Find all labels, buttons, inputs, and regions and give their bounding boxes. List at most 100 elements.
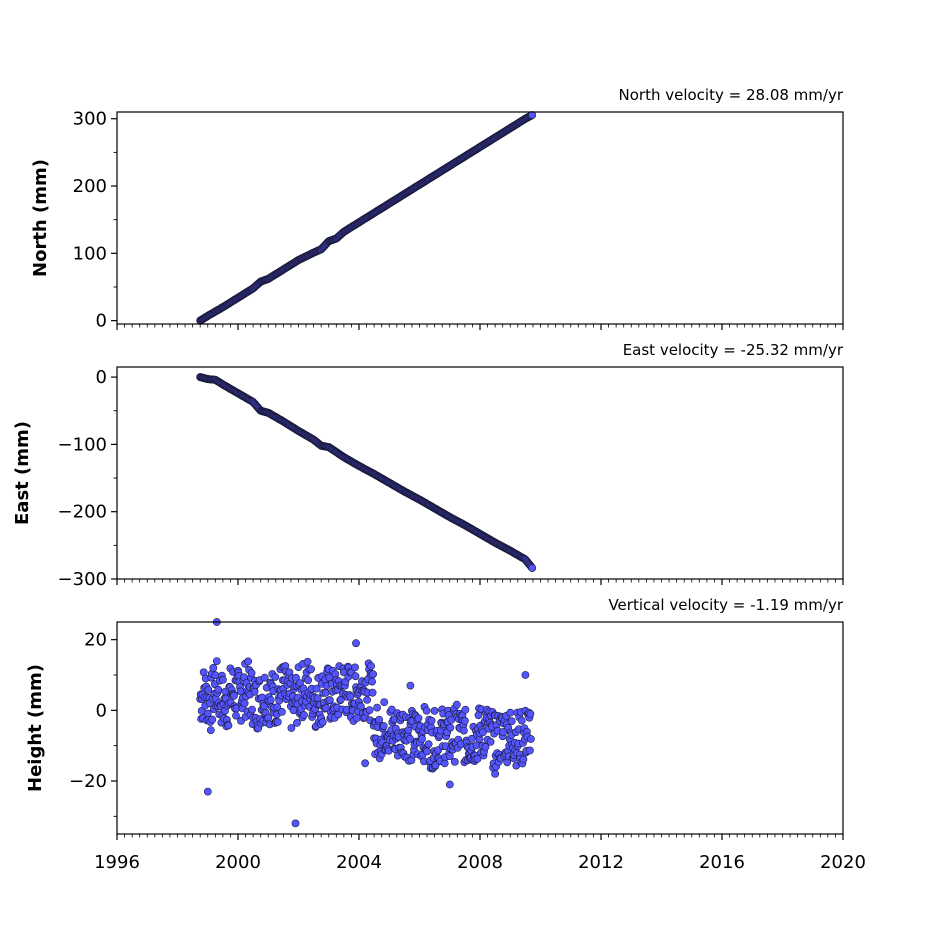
height-point [346,692,355,701]
height-point [375,715,384,724]
height-point [204,685,213,694]
height-point [460,716,469,725]
height-point [266,696,275,704]
x-tick-label: 1996 [94,852,140,873]
height-point [450,758,459,766]
height-point [452,700,461,709]
height-point [422,706,431,715]
height-point [424,740,433,749]
east-ytick-label: −200 [58,502,107,523]
height-point [481,743,490,751]
height-point [369,670,377,679]
x-tick-label: 2008 [457,852,503,873]
height-point [300,711,308,719]
height-point [230,691,238,700]
height-point [214,685,223,694]
height-point [224,721,233,730]
height-point [517,716,526,725]
height-point [519,755,528,764]
height-point [445,752,454,761]
height-point [379,722,388,730]
height-point [499,728,508,736]
height-point [203,709,212,718]
x-tick-label: 2000 [215,852,261,873]
north-points [196,111,537,325]
east-ytick-label: −300 [58,569,107,590]
east-panel: 0 −100 −200 −300 East velocity = -25.32 mm/… [12,341,844,590]
north-ytick-label: 100 [73,243,107,264]
height-ytick-label: 20 [84,630,107,651]
height-point [430,707,439,715]
height-point [208,715,217,724]
height-ytick-label: 0 [96,700,107,721]
height-point [526,710,535,718]
east-points [196,373,537,572]
x-tick-label: 2004 [336,852,382,873]
height-point [206,726,215,734]
east-velocity-title: East velocity = -25.32 mm/yr [623,341,844,359]
north-ytick-label: 0 [96,311,107,332]
height-point [277,708,286,716]
height-point [264,713,273,722]
height-point [313,694,322,702]
height-point [506,708,515,717]
height-point [527,735,535,743]
height-point [318,718,327,727]
height-ytick-label: −20 [69,771,107,792]
height-point [353,714,361,722]
north-ytick-label: 300 [73,109,107,130]
north-ytick-label: 200 [73,176,107,197]
east-axes-frame [116,366,844,580]
height-point [334,710,343,719]
height-point [526,746,534,755]
height-point [209,664,218,672]
height-point [486,738,495,746]
height-point [423,747,431,756]
height-point [414,714,423,723]
x-tick-label: 2020 [820,852,866,873]
height-points [196,618,535,828]
north-axis-label: North (mm) [30,159,51,277]
height-point [247,669,256,677]
height-point [351,663,359,672]
height-point [303,657,312,666]
height-point [293,719,301,727]
height-point [271,673,280,681]
x-axis-tick-labels: 1996 2000 2004 2008 2012 2016 2020 [94,852,866,873]
east-ticks: 0 −100 −200 −300 [58,367,844,590]
height-point [203,787,212,796]
height-point [373,703,381,712]
north-velocity-title: North velocity = 28.08 mm/yr [619,86,844,104]
height-point [325,696,334,704]
height-point [405,734,414,743]
height-point [244,657,252,666]
height-point [368,688,377,697]
height-point [273,718,282,726]
height-axes-frame [116,621,844,835]
height-point [361,759,369,768]
height-point [250,687,259,696]
height-axis-label: Height (mm) [25,664,46,792]
height-point [445,780,454,789]
height-point [218,676,227,684]
height-point [473,755,482,763]
height-point [365,706,374,714]
east-ytick-label: 0 [96,367,107,388]
height-point [459,726,468,735]
height-point [406,681,415,690]
height-point [307,665,315,674]
height-point [418,735,426,743]
height-point [368,677,376,686]
height-point [461,705,470,714]
height-point [240,699,249,708]
height-point [446,723,455,732]
east-ytick-label: −100 [58,434,107,455]
north-axes-frame [116,111,844,325]
height-point [491,770,499,778]
height-point [521,671,530,679]
height-point [427,716,436,725]
height-point [212,657,221,665]
east-axis-label: East (mm) [12,421,33,525]
